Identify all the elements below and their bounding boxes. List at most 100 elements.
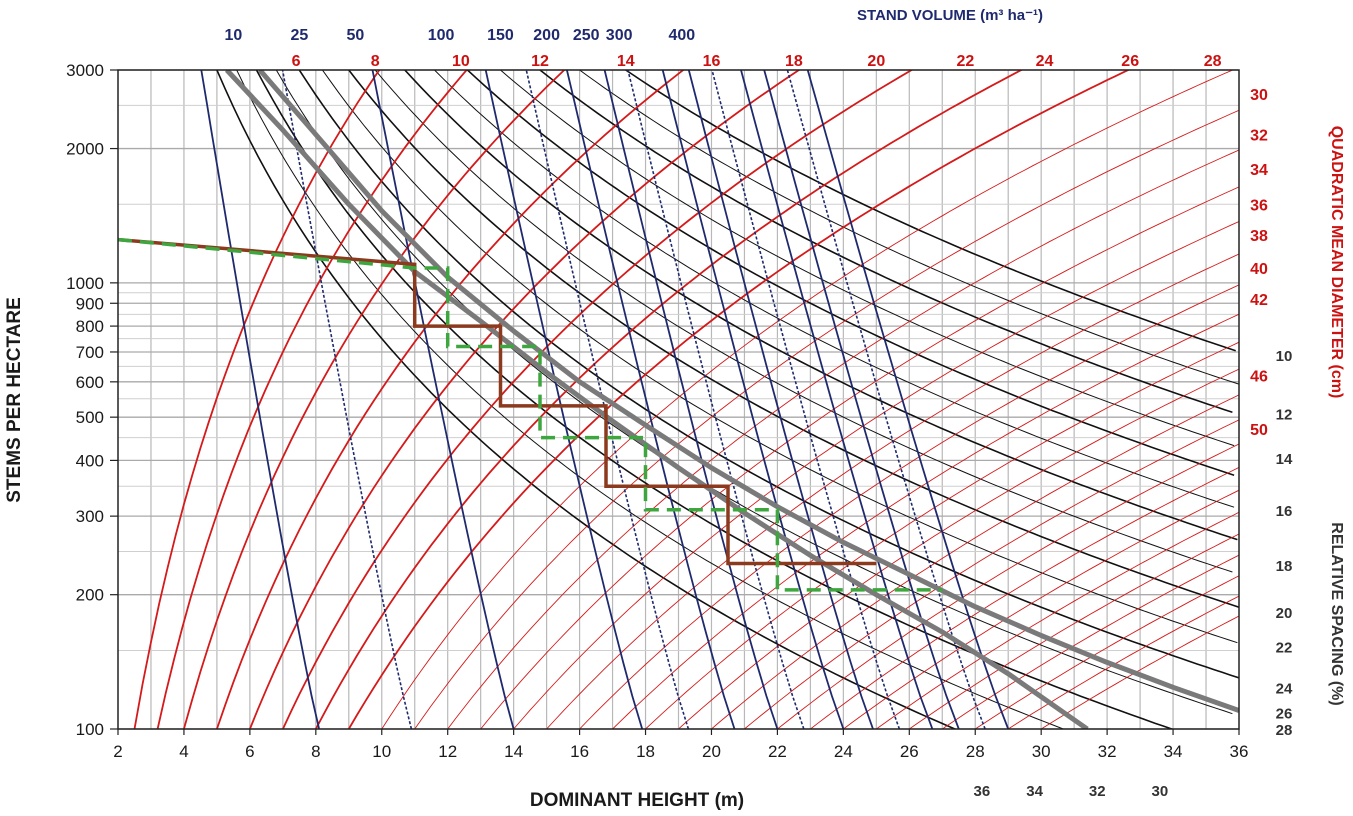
relative-spacing-isoline	[539, 70, 1233, 414]
relative-spacing-right-label: 24	[1276, 680, 1293, 697]
x-tick-label: 14	[504, 742, 523, 761]
x-tick-label: 12	[438, 742, 457, 761]
x-tick-label: 10	[372, 742, 391, 761]
qmd-top-label: 18	[785, 53, 803, 70]
x-tick-label: 4	[179, 742, 188, 761]
qmd-isoline	[909, 533, 1239, 729]
y-tick-label: 900	[76, 294, 104, 313]
stand-volume-isoline	[687, 70, 874, 729]
stand-volume-isoline	[627, 70, 805, 729]
qmd-isoline	[579, 284, 1239, 729]
qmd-isoline	[678, 368, 1239, 729]
thinning-regime-dashed	[118, 237, 943, 592]
qmd-isoline	[447, 149, 1239, 729]
y-tick-label: 2000	[66, 140, 104, 159]
relative-spacing-isoline	[348, 70, 1239, 608]
stand-volume-isoline	[603, 70, 779, 729]
qmd-top-label: 8	[371, 53, 380, 70]
x-tick-label: 22	[768, 742, 787, 761]
qmd-isoline	[974, 575, 1239, 729]
stand-volume-isoline	[200, 70, 320, 729]
qmd-top-label: 22	[956, 53, 974, 70]
qmd-isoline	[777, 443, 1239, 729]
relative-spacing-isoline	[298, 70, 1239, 679]
x-tick-label: 26	[900, 742, 919, 761]
relative-spacing-bottom-label: 34	[1026, 783, 1043, 800]
plot-frame	[117, 69, 1240, 730]
qmd-top-label: 12	[531, 53, 549, 70]
qmd-isoline	[711, 394, 1239, 729]
relative-spacing-right-label: 16	[1276, 503, 1293, 520]
stand-volume-label: 100	[428, 27, 455, 44]
qmd-isoline	[183, 70, 566, 729]
stand-volume-label: 10	[224, 27, 242, 44]
stand-volume-isoline	[371, 70, 515, 729]
qmd-top-label: 24	[1036, 53, 1054, 70]
x-tick-label: 16	[570, 742, 589, 761]
qmd-isoline	[1040, 615, 1239, 729]
qmd-isoline	[315, 70, 1024, 729]
qmd-top-label: 26	[1121, 53, 1139, 70]
x-tick-label: 2	[113, 742, 122, 761]
x-tick-label: 32	[1098, 742, 1117, 761]
relative-spacing-right-label: 14	[1276, 451, 1293, 468]
relative-spacing-bottom-label: 32	[1089, 783, 1106, 800]
qmd-isoline	[810, 466, 1239, 729]
self-thinning-boundary-line	[224, 70, 1089, 729]
qmd-isoline	[249, 70, 801, 729]
relative-spacing-bottom-label: 36	[973, 783, 990, 800]
relative-spacing-isoline	[404, 70, 1238, 541]
qmd-right-label: 46	[1250, 368, 1268, 385]
qmd-isoline	[843, 489, 1239, 729]
stand-volume-label: 400	[668, 27, 695, 44]
y-tick-label: 800	[76, 317, 104, 336]
relative-spacing-isoline	[255, 70, 1175, 729]
stand-volume-isoline	[484, 70, 644, 729]
relative-spacing-isoline	[434, 70, 1235, 508]
qmd-isoline	[381, 70, 1234, 729]
relative-spacing-isoline	[275, 70, 1233, 715]
qmd-isoline	[876, 511, 1239, 729]
relative-spacing-right-label: 22	[1276, 640, 1293, 657]
x-axis-title: DOMINANT HEIGHT (m)	[530, 790, 744, 811]
x-tick-label: 34	[1164, 742, 1183, 761]
qmd-top-label: 14	[617, 53, 635, 70]
qmd-right-label: 36	[1250, 197, 1268, 214]
x-tick-label: 20	[702, 742, 721, 761]
qmd-isoline	[612, 313, 1239, 729]
y-tick-label: 3000	[66, 61, 104, 80]
relative-spacing-right-label: 12	[1276, 406, 1293, 423]
qmd-right-label: 38	[1250, 228, 1268, 245]
stand-volume-isoline	[281, 70, 413, 729]
qmd-isoline	[282, 70, 914, 729]
relative-spacing-isoline	[500, 70, 1235, 447]
relative-spacing-isoline	[216, 70, 958, 729]
stand-volume-isoline	[806, 70, 1010, 729]
qmd-isoline	[744, 419, 1239, 729]
relative-spacing-isoline	[625, 70, 1236, 352]
relative-spacing-right-label: 20	[1276, 605, 1293, 622]
qmd-isoline	[156, 70, 468, 729]
qmd-right-label: 50	[1250, 422, 1268, 439]
stand-volume-label: 150	[487, 27, 514, 44]
qmd-right-label: 42	[1250, 292, 1268, 309]
y-tick-label: 600	[76, 373, 104, 392]
qmd-top-label: 28	[1204, 53, 1222, 70]
qmd-right-label: 34	[1250, 162, 1268, 179]
qmd-isoline	[216, 70, 685, 729]
qmd-top-label: 20	[867, 53, 885, 70]
annotations: 10 25 50 100 150 200 250 300 400 6 8 10 12 14 16 18 20 22…	[224, 27, 1292, 800]
stand-volume-title: STAND VOLUME (m³ ha⁻¹)	[857, 7, 1043, 24]
y-tick-label: 1000	[66, 274, 104, 293]
y-tick-label: 200	[76, 586, 104, 605]
qmd-isoline	[546, 253, 1239, 729]
stand-volume-isoline	[740, 70, 934, 729]
qmd-title: QUADRATIC MEAN DIAMETER (cm)	[1328, 126, 1345, 399]
y-tick-label: 100	[76, 720, 104, 739]
qmd-isoline	[645, 341, 1239, 729]
relative-spacing-isoline	[466, 70, 1235, 476]
qmd-isoline	[348, 70, 1131, 729]
x-tick-label: 24	[834, 742, 853, 761]
relative-spacing-right-label: 18	[1276, 558, 1293, 575]
x-tick-label: 36	[1230, 742, 1249, 761]
